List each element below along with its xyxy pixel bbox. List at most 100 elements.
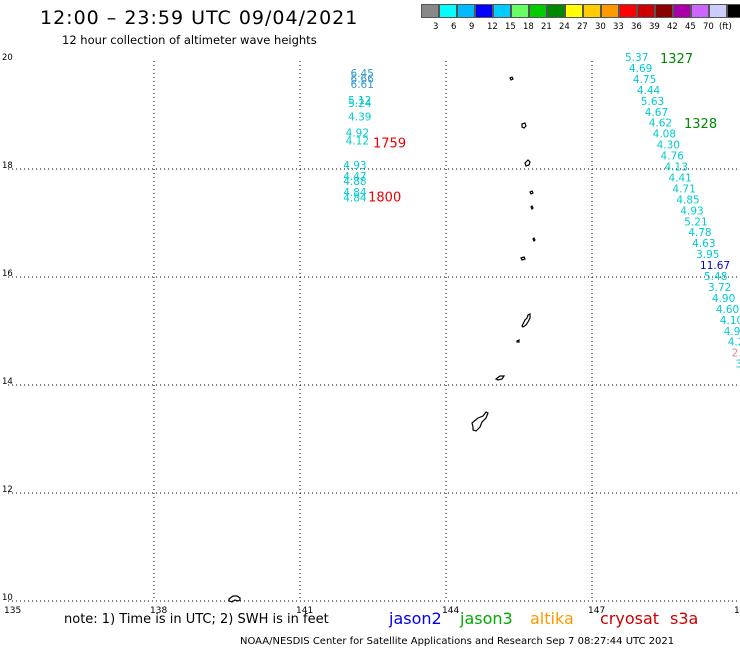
satellite-legend-jason3: jason3 <box>460 609 513 628</box>
axis-labels: 135 138 141 144 147 150 20 18 16 14 12 10 <box>2 53 740 616</box>
wave-height-value: 4.92 <box>346 128 369 140</box>
scale-swatch <box>655 4 673 18</box>
scale-label: 36 <box>631 22 642 32</box>
wave-height-value: 4.90 <box>712 293 735 305</box>
grid-lines <box>8 61 738 602</box>
island-outline <box>521 313 531 328</box>
scale-swatch <box>727 4 740 18</box>
scale-label: 3 <box>433 22 439 32</box>
x-tick-label: 147 <box>588 606 605 616</box>
wave-height-value: 4.71 <box>672 183 695 195</box>
scale-swatch <box>475 4 493 18</box>
satellite-legend-jason2: jason2 <box>389 609 442 628</box>
island-outline <box>520 256 526 261</box>
scale-label: 30 <box>595 22 606 32</box>
island-outline <box>529 190 534 195</box>
scale-label: 9 <box>469 22 475 32</box>
island-outline <box>516 339 520 343</box>
island-outlines <box>228 76 536 603</box>
scale-label: (ft) <box>719 22 732 32</box>
satellite-legend-s3a: s3a <box>670 609 699 628</box>
wave-height-value: 4.69 <box>629 63 652 75</box>
wave-height-value: 4.9 <box>724 326 740 338</box>
wave-height-value: 4.84 <box>343 192 367 204</box>
wave-height-value: 4.85 <box>676 194 699 206</box>
scale-label: 12 <box>487 22 498 32</box>
scale-swatch <box>583 4 601 18</box>
wave-height-value: 4.67 <box>645 107 668 119</box>
wave-height-value: 4.44 <box>637 85 661 97</box>
scale-swatch <box>601 4 619 18</box>
y-tick-label: 18 <box>2 161 13 171</box>
scale-swatch <box>619 4 637 18</box>
wave-height-map: 6.456.666.615.125.244.394.924.124.934.47… <box>2 52 740 616</box>
pass-time-label: 1800 <box>368 190 401 205</box>
wave-height-value: 4.41 <box>668 172 691 184</box>
scale-swatch <box>709 4 727 18</box>
map-title: 12:00 – 23:59 UTC 09/04/2021 <box>40 7 359 29</box>
island-outline <box>471 411 489 432</box>
wave-height-value: 2. <box>732 348 740 360</box>
wave-height-value: 4.60 <box>716 304 739 316</box>
island-outline <box>524 159 531 167</box>
wave-height-value: 4.93 <box>343 160 366 172</box>
wave-height-value: 4.84 <box>343 187 367 199</box>
wave-height-value: 4.47 <box>343 171 366 183</box>
wave-height-value: 11.67 <box>700 260 730 272</box>
wave-height-value: 4.75 <box>633 74 656 86</box>
scale-label: 27 <box>577 22 588 32</box>
wave-height-value: 6.66 <box>351 74 375 86</box>
scale-label: 70 <box>703 22 714 32</box>
x-tick-label: 138 <box>150 606 167 616</box>
pass-time-label: 1328 <box>684 117 717 132</box>
wave-height-value: 3.95 <box>696 249 719 261</box>
island-outline <box>509 76 514 81</box>
scale-swatch <box>547 4 565 18</box>
island-outline <box>228 595 241 603</box>
scale-label: 33 <box>613 22 624 32</box>
x-tick-label: 135 <box>4 606 21 616</box>
wave-height-value: 4.78 <box>688 227 711 239</box>
x-tick-label: 144 <box>442 606 459 616</box>
wave-height-value: 4.2 <box>728 337 740 349</box>
wave-height-value: 6.61 <box>351 79 374 91</box>
wave-height-value: 4.39 <box>348 111 371 123</box>
scale-label: 21 <box>541 22 552 32</box>
wave-height-value: 5.24 <box>348 98 372 110</box>
satellite-legend-cryosat: cryosat <box>600 609 660 628</box>
y-tick-label: 12 <box>2 485 13 495</box>
scale-swatch <box>511 4 529 18</box>
pass-time-label: 1759 <box>373 136 406 151</box>
scale-swatch <box>565 4 583 18</box>
scale-swatch <box>529 4 547 18</box>
scale-swatch <box>637 4 655 18</box>
footer-credit: NOAA/NESDIS Center for Satellite Applica… <box>240 636 675 647</box>
y-tick-label: 14 <box>2 377 13 387</box>
x-tick-label: 150 <box>734 606 740 616</box>
scale-swatch <box>457 4 475 18</box>
wave-height-value: 4.62 <box>649 118 672 130</box>
wave-height-value: 5.48 <box>704 271 727 283</box>
scale-label: 42 <box>667 22 678 32</box>
wave-height-value: 4.76 <box>661 151 685 163</box>
wave-height-value: 4.13 <box>665 162 688 174</box>
wave-height-value: 4.10 <box>720 315 740 327</box>
scale-label: 39 <box>649 22 660 32</box>
wave-height-value: 4.30 <box>657 140 680 152</box>
scale-swatch <box>421 4 439 18</box>
wave-height-value: 5.12 <box>348 95 371 107</box>
wave-height-value: 4.08 <box>653 129 676 141</box>
wave-height-value: 4.93 <box>680 205 703 217</box>
wave-height-value: 5.21 <box>684 216 707 228</box>
track-left: 6.456.666.61 5.125.244.39 4.924.12 4.934.47… <box>343 68 406 205</box>
island-outline <box>521 122 527 129</box>
scale-label: 15 <box>505 22 516 32</box>
island-outline <box>532 236 536 243</box>
scale-swatch <box>691 4 709 18</box>
scale-swatch <box>439 4 457 18</box>
track-right: 5.374.694.754.445.634.674.624.084.304.76… <box>625 52 740 371</box>
scale-label: 45 <box>685 22 696 32</box>
wave-height-value: 6.45 <box>351 68 374 80</box>
y-tick-label: 20 <box>2 53 13 63</box>
wave-height-value: 4.12 <box>346 136 369 148</box>
